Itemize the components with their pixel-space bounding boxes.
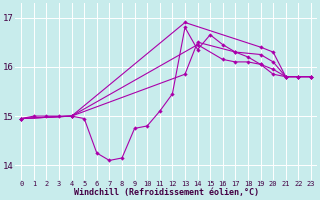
- X-axis label: Windchill (Refroidissement éolien,°C): Windchill (Refroidissement éolien,°C): [74, 188, 259, 197]
